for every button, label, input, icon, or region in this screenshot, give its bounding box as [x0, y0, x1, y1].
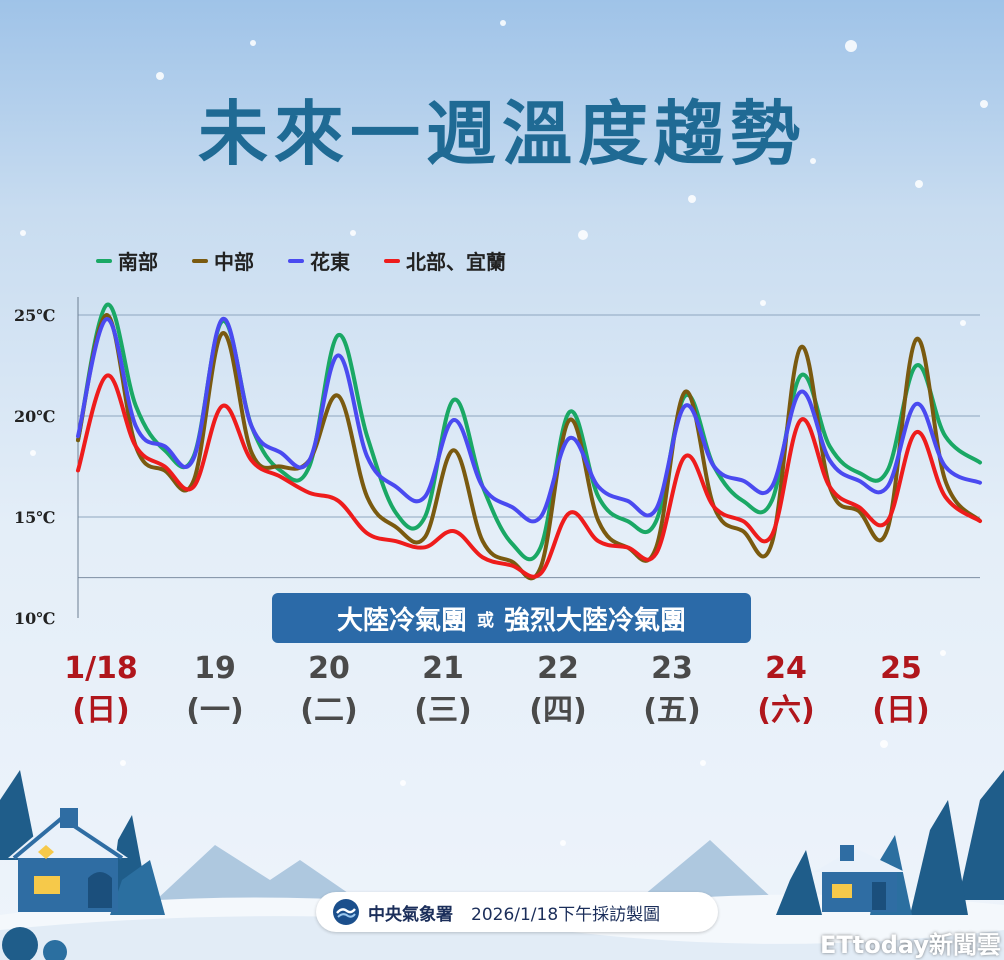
- day-weekday: (三): [414, 693, 472, 728]
- legend-label: 花東: [310, 250, 350, 274]
- legend-swatch: [288, 258, 304, 263]
- day-label: 24 (六): [736, 648, 836, 732]
- y-tick-label: 25℃: [14, 306, 55, 325]
- snowflake: [880, 740, 888, 748]
- legend-swatch: [96, 258, 112, 263]
- snowflake: [400, 780, 406, 786]
- day-date: 23: [651, 651, 693, 686]
- day-date: 25: [880, 651, 922, 686]
- temperature-chart: 25℃ 20℃ 15℃ 10℃: [14, 297, 982, 628]
- snowflake: [915, 180, 923, 188]
- snowflake: [688, 195, 696, 203]
- day-label: 1/18 (日): [51, 648, 151, 732]
- cwa-logo-icon: [333, 899, 359, 925]
- day-date: 21: [422, 651, 464, 686]
- day-weekday: (二): [300, 693, 358, 728]
- legend-label: 中部: [214, 250, 254, 274]
- day-label: 23 (五): [622, 648, 722, 732]
- legend-item: 花東: [288, 246, 350, 275]
- y-tick-label: 20℃: [14, 407, 55, 426]
- day-date: 24: [765, 651, 807, 686]
- snowflake: [500, 20, 506, 26]
- day-date: 20: [308, 651, 350, 686]
- day-weekday: (日): [72, 693, 130, 728]
- footer-text: 2026/1/18下午採訪製圖: [471, 904, 661, 925]
- snowflake: [845, 40, 857, 52]
- note-part2: 強烈大陸冷氣團: [504, 605, 687, 636]
- chart-legend: 南部 中部 花東 北部、宜蘭: [96, 246, 506, 275]
- day-label: 20 (二): [279, 648, 379, 732]
- snowflake: [350, 230, 356, 236]
- snowflake: [760, 300, 766, 306]
- day-label: 21 (三): [393, 648, 493, 732]
- legend-item: 中部: [192, 246, 254, 275]
- snowflake: [960, 320, 966, 326]
- legend-item: 北部、宜蘭: [384, 246, 506, 275]
- note-connector: 或: [477, 610, 494, 631]
- snowflake: [980, 100, 988, 108]
- series-line-3: [76, 373, 982, 579]
- snowflake: [700, 760, 706, 766]
- day-weekday: (一): [186, 693, 244, 728]
- agency-name: 中央氣象署: [368, 904, 453, 925]
- snowflake: [578, 230, 588, 240]
- y-tick-label: 15℃: [14, 508, 55, 527]
- legend-swatch: [192, 258, 208, 263]
- cold-air-mass-note: 大陸冷氣團 或 強烈大陸冷氣團: [272, 593, 751, 643]
- day-date: 1/18: [64, 651, 138, 686]
- snowflake: [120, 760, 126, 766]
- day-weekday: (六): [757, 693, 815, 728]
- snowflake: [940, 650, 946, 656]
- y-tick-label: 10℃: [14, 609, 55, 628]
- day-weekday: (日): [872, 693, 930, 728]
- snowflake: [30, 450, 36, 456]
- snowflake: [156, 72, 164, 80]
- source-footer: 中央氣象署 2026/1/18下午採訪製圖: [316, 892, 718, 932]
- legend-swatch: [384, 258, 400, 263]
- day-date: 19: [194, 651, 236, 686]
- legend-item: 南部: [96, 246, 158, 275]
- snowflake: [250, 40, 256, 46]
- legend-label: 南部: [118, 250, 158, 274]
- snowflake: [810, 158, 816, 164]
- day-weekday: (五): [643, 693, 701, 728]
- note-part1: 大陸冷氣團: [336, 605, 467, 636]
- series-line-2: [76, 316, 982, 524]
- day-label: 25 (日): [851, 648, 951, 732]
- day-date: 22: [537, 651, 579, 686]
- ettoday-watermark: ETtoday新聞雲: [820, 931, 1002, 959]
- snowflake: [560, 840, 566, 846]
- day-weekday: (四): [529, 693, 587, 728]
- page-title: 未來一週溫度趨勢: [198, 93, 806, 175]
- day-label: 19 (一): [165, 648, 265, 732]
- legend-label: 北部、宜蘭: [406, 250, 506, 274]
- day-label: 22 (四): [508, 648, 608, 732]
- snowflake: [20, 230, 26, 236]
